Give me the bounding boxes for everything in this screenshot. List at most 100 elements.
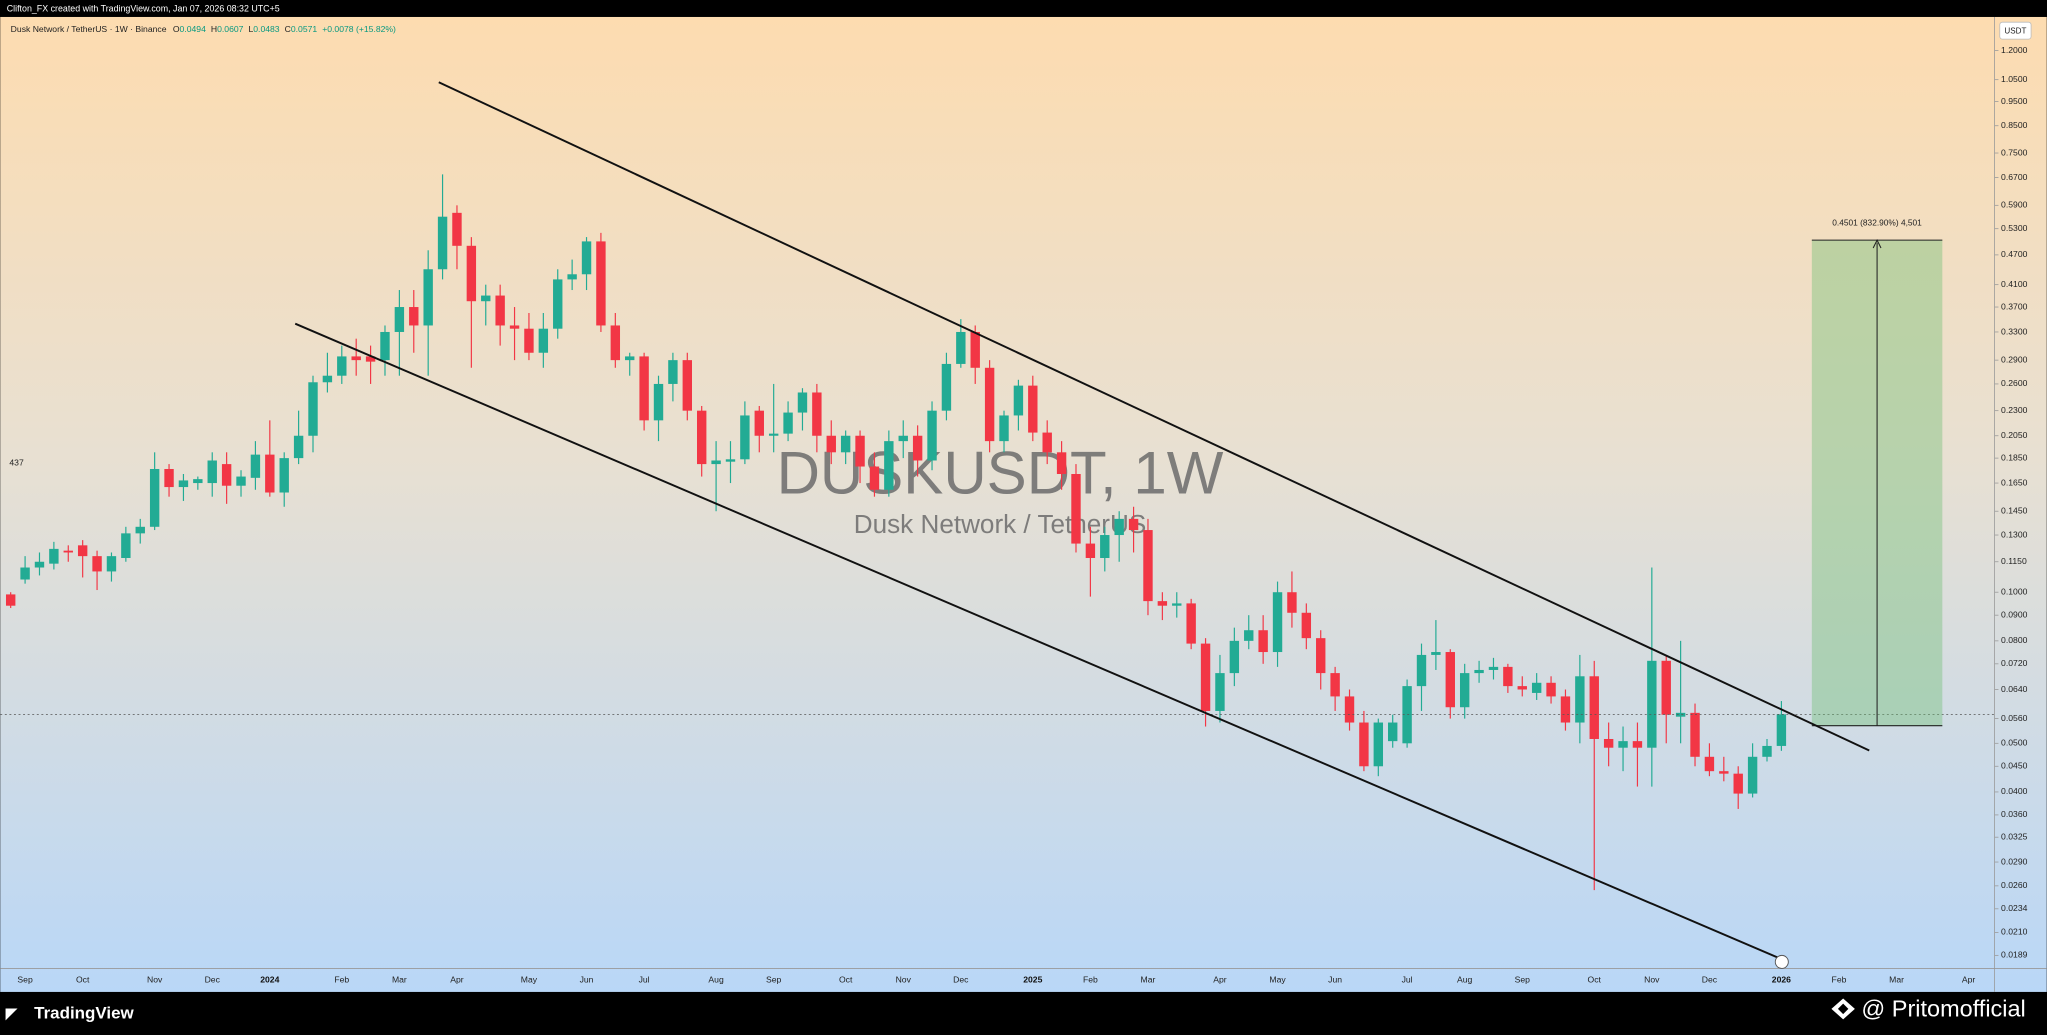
currency[interactable]: USDT	[2004, 26, 2026, 35]
x-tick-label: Nov	[1644, 974, 1660, 984]
brand: TradingView	[34, 1004, 134, 1023]
candle-body	[1762, 745, 1772, 757]
candle-body	[178, 480, 189, 488]
candle-body	[1603, 738, 1614, 748]
y-tick-label: 0.0640	[2001, 684, 2028, 694]
candle-body	[308, 382, 318, 436]
x-tick-label: Feb	[1832, 974, 1847, 984]
candle-body	[1100, 535, 1110, 558]
candle-body	[1445, 652, 1455, 708]
y-tick-label: 0.4700	[2001, 249, 2028, 259]
trend-line-lower[interactable]	[294, 322, 1783, 961]
candle-body	[221, 464, 232, 486]
candle-body	[509, 325, 520, 329]
candles	[0, 174, 1995, 891]
open-value: 0.0494	[180, 24, 207, 34]
candle-body	[423, 269, 433, 326]
candle-body	[1431, 652, 1441, 655]
y-tick-label: 0.0234	[2001, 903, 2028, 913]
y-tick-label: 0.0210	[2001, 927, 2028, 937]
x-tick-label: Dec	[205, 974, 221, 984]
candle-body	[912, 435, 923, 461]
candle-body	[941, 363, 952, 411]
x-tick-label: Jun	[1328, 974, 1342, 984]
candle-body	[337, 356, 347, 376]
candle-body	[1028, 385, 1038, 433]
candle-body	[409, 307, 419, 326]
currency-box[interactable]	[1999, 21, 2032, 40]
candle-body	[668, 360, 678, 384]
candle-body	[625, 356, 635, 361]
candle-body	[1416, 654, 1427, 687]
candle-body	[365, 356, 376, 362]
candle-body	[77, 545, 88, 557]
event-icon[interactable]	[1774, 954, 1789, 969]
candle-body	[1474, 669, 1484, 674]
candle-body	[1330, 673, 1340, 697]
x-tick-label: Apr	[450, 974, 464, 984]
candle-body	[970, 331, 980, 368]
candle-body	[1316, 638, 1326, 674]
x-tick-label: Dec	[1702, 974, 1718, 984]
candle-body	[164, 468, 174, 488]
y-tick-label: 0.8500	[2001, 120, 2028, 130]
candle-body	[193, 479, 203, 484]
x-tick-label: Mar	[1889, 974, 1904, 984]
x-tick-label: Mar	[392, 974, 407, 984]
measure-arrowhead	[1872, 238, 1882, 249]
y-tick-label: 0.2600	[2001, 378, 2028, 388]
ohlc-label: H	[211, 24, 217, 34]
candle-body	[322, 375, 333, 383]
y-tick-label: 0.6700	[2001, 172, 2028, 182]
candle-body	[553, 279, 563, 329]
y-tick-label: 0.1150	[2001, 556, 2027, 566]
y-tick-label: 0.5300	[2001, 223, 2028, 233]
candle-body	[1575, 676, 1585, 723]
y-tick-label: 0.1450	[2001, 506, 2028, 516]
candle-body	[768, 433, 779, 436]
y-tick-label: 0.0360	[2001, 809, 2028, 819]
candle-body	[581, 241, 592, 275]
y-tick-label: 0.1300	[2001, 529, 2028, 539]
symbol: Dusk Network / TetherUS · 1W · Binance	[11, 24, 167, 34]
candle-body	[797, 392, 808, 413]
candle-body	[92, 556, 102, 572]
candle-body	[1647, 660, 1657, 748]
y-tick-label: 0.0800	[2001, 635, 2028, 645]
candle-body	[1272, 592, 1283, 653]
candle-body	[351, 356, 361, 361]
candle-body	[1503, 666, 1513, 687]
candle-body	[1388, 722, 1398, 742]
candle-body	[1402, 686, 1412, 744]
trend-line-upper[interactable]	[438, 81, 1870, 752]
watermark-name: Dusk Network / TetherUS	[854, 509, 1146, 539]
x-tick-label: Jul	[639, 974, 650, 984]
candle-body	[869, 466, 880, 490]
brand-logo: ◤	[5, 1005, 17, 1022]
candle-body	[840, 435, 851, 453]
candle-body	[567, 274, 577, 280]
candle-body	[63, 550, 73, 553]
y-tick-label: 0.0720	[2001, 658, 2028, 668]
low-value: 0.0483	[253, 24, 280, 34]
y-tick-label: 0.0900	[2001, 609, 2028, 619]
x-tick-label: 2024	[260, 974, 279, 984]
x-tick-label: Oct	[76, 974, 90, 984]
y-tick-label: 0.3700	[2001, 301, 2028, 311]
candle-body	[610, 325, 621, 361]
candle-body	[1589, 676, 1599, 739]
candle-body	[121, 533, 131, 558]
x-tick-label: Mar	[1141, 974, 1156, 984]
x-tick-label: Oct	[1588, 974, 1602, 984]
x-tick-label: Aug	[1457, 974, 1473, 984]
y-tick-label: 0.0325	[2001, 831, 2028, 841]
chart-background	[0, 16, 2047, 992]
candle-body	[956, 331, 966, 364]
author: @ Pritomofficial	[1861, 995, 2025, 1021]
y-tick-label: 0.3300	[2001, 326, 2028, 336]
candle-body	[740, 415, 750, 460]
x-tick-label: Jun	[580, 974, 594, 984]
candle-body	[207, 460, 217, 484]
candle-body	[20, 567, 30, 580]
y-tick-label: 0.0450	[2001, 761, 2028, 771]
